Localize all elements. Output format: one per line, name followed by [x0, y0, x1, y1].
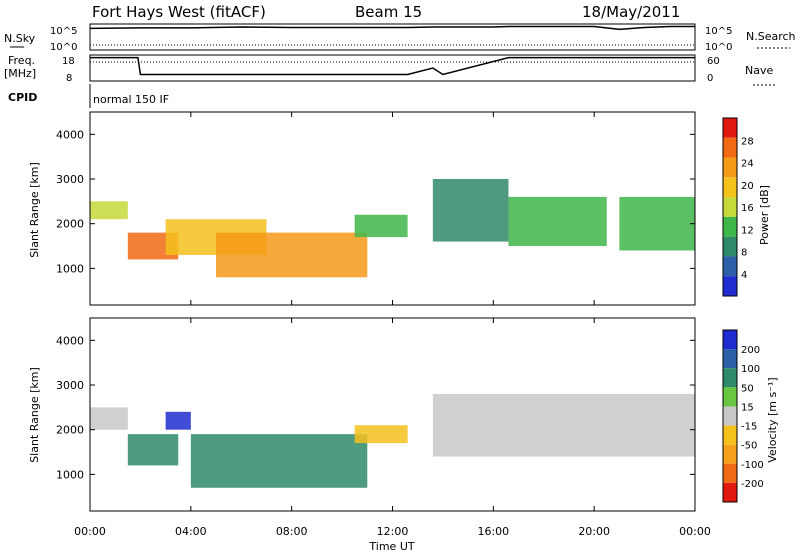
nave-label: Nave	[745, 64, 773, 77]
heatmap-patch	[165, 411, 191, 430]
power-ylabel: Slant Range [km]	[28, 162, 41, 258]
colorbar-swatch	[723, 444, 737, 464]
x-tick-label: 00:00	[679, 525, 711, 538]
freq-panel-frame	[89, 54, 696, 82]
y-tick-label: 2000	[56, 218, 84, 231]
colorbar-tick-label: 12	[741, 225, 754, 236]
colorbar-swatch	[723, 368, 737, 388]
colorbar-frame	[722, 329, 738, 503]
colorbar-swatch	[723, 406, 737, 426]
colorbar-swatch	[723, 256, 737, 277]
y-tick-label: 4000	[56, 128, 84, 141]
heatmap-patch	[354, 425, 408, 444]
velocity-colorbar-label: Velocity [m s⁻¹]	[766, 377, 779, 462]
heatmap-patch	[190, 434, 368, 488]
heatmap-patch	[216, 232, 368, 278]
colorbar-swatch	[723, 387, 737, 407]
heatmap-patch	[619, 196, 695, 251]
heatmap-patch	[432, 393, 695, 457]
x-tick-label: 00:00	[74, 525, 106, 538]
colorbar-tick-label: -100	[741, 460, 764, 471]
colorbar-swatch	[723, 482, 737, 502]
colorbar-swatch	[723, 463, 737, 483]
velocity-colorbar: 200 100 50 15 -15 -50 -100 -200	[722, 329, 764, 503]
cpid-label: CPID	[8, 91, 37, 104]
power-y-ticks: 1000 2000 3000 4000	[56, 128, 695, 275]
y-tick-label: 3000	[56, 173, 84, 186]
freq-series-group	[90, 56, 695, 76]
colorbar-tick-label: 15	[741, 402, 754, 413]
colorbar-tick-label: 50	[741, 383, 754, 394]
colorbar-swatch	[723, 137, 737, 158]
colorbar-swatch	[723, 216, 737, 237]
colorbar-swatch	[723, 425, 737, 445]
colorbar-swatch	[723, 157, 737, 178]
nsearch-label: N.Search	[746, 30, 796, 43]
x-axis-ticks: 00:00 04:00 08:00 12:00 16:00 20:00 00:00	[74, 112, 711, 538]
colorbar-frame	[722, 117, 738, 297]
noise-right-tick-bottom: 10^0	[705, 42, 732, 53]
colorbar-swatch	[723, 236, 737, 257]
freq-series-line	[90, 56, 695, 76]
colorbar-tick-label: 100	[741, 364, 760, 375]
date-title: 18/May/2011	[582, 3, 680, 21]
freq-left-tick-bottom: 8	[66, 73, 72, 84]
colorbar-tick-label: 16	[741, 203, 754, 214]
colorbar-swatch	[723, 197, 737, 217]
colorbar-tick-label: -15	[741, 422, 757, 433]
colorbar-tick-label: 8	[741, 248, 747, 259]
nsky-series-line	[89, 25, 695, 31]
colorbar-tick-label: -50	[741, 441, 757, 452]
colorbar-swatch	[723, 177, 737, 198]
x-tick-label: 20:00	[578, 525, 610, 538]
nsky-label: N.Sky	[4, 32, 36, 45]
velocity-y-ticks: 1000 2000 3000 4000	[56, 334, 695, 481]
colorbar-swatch	[723, 118, 737, 138]
station-title: Fort Hays West (fitACF)	[92, 3, 266, 21]
x-axis-label: Time UT	[368, 540, 414, 553]
velocity-ylabel: Slant Range [km]	[28, 367, 41, 463]
y-tick-label: 4000	[56, 334, 84, 347]
colorbar-tick-label: 20	[741, 181, 754, 192]
heatmap-patch	[90, 407, 128, 430]
heatmap-patch	[127, 434, 179, 466]
power-heatmap	[90, 179, 695, 278]
freq-unit-label: [MHz]	[4, 67, 36, 80]
colorbar-tick-label: 24	[741, 159, 754, 170]
cpid-value: normal 150 IF	[93, 93, 169, 106]
y-tick-label: 2000	[56, 424, 84, 437]
noise-panel-frame	[89, 23, 696, 51]
x-tick-label: 04:00	[175, 525, 207, 538]
heatmap-patch	[90, 201, 128, 220]
freq-label: Freq.	[8, 54, 35, 67]
heatmap-patch	[508, 196, 607, 247]
noise-series-group	[89, 25, 695, 46]
y-tick-label: 1000	[56, 262, 84, 275]
noise-right-tick-top: 10^5	[705, 26, 732, 37]
y-tick-label: 3000	[56, 379, 84, 392]
colorbar-swatch	[723, 349, 737, 369]
colorbar-swatch	[723, 276, 737, 296]
noise-left-tick-bottom: 10^0	[50, 42, 77, 53]
colorbar-tick-label: -200	[741, 479, 764, 490]
noise-left-tick-top: 10^5	[50, 26, 77, 37]
x-tick-label: 12:00	[377, 525, 409, 538]
power-colorbar-label: Power [dB]	[758, 185, 771, 245]
heatmap-patch	[354, 214, 408, 238]
beam-title: Beam 15	[355, 3, 422, 21]
y-tick-label: 1000	[56, 468, 84, 481]
freq-right-tick-top: 60	[707, 56, 720, 67]
colorbar-swatch	[723, 330, 737, 350]
power-colorbar: 4 8 12 16 20 24 28	[722, 117, 754, 297]
heatmap-patch	[432, 179, 509, 242]
x-tick-label: 08:00	[276, 525, 308, 538]
x-tick-label: 16:00	[477, 525, 509, 538]
freq-right-tick-bottom: 0	[707, 73, 713, 84]
colorbar-tick-label: 4	[741, 270, 747, 281]
colorbar-tick-label: 200	[741, 345, 760, 356]
freq-left-tick-top: 18	[62, 56, 75, 67]
velocity-heatmap	[90, 393, 695, 488]
colorbar-tick-label: 28	[741, 136, 754, 147]
